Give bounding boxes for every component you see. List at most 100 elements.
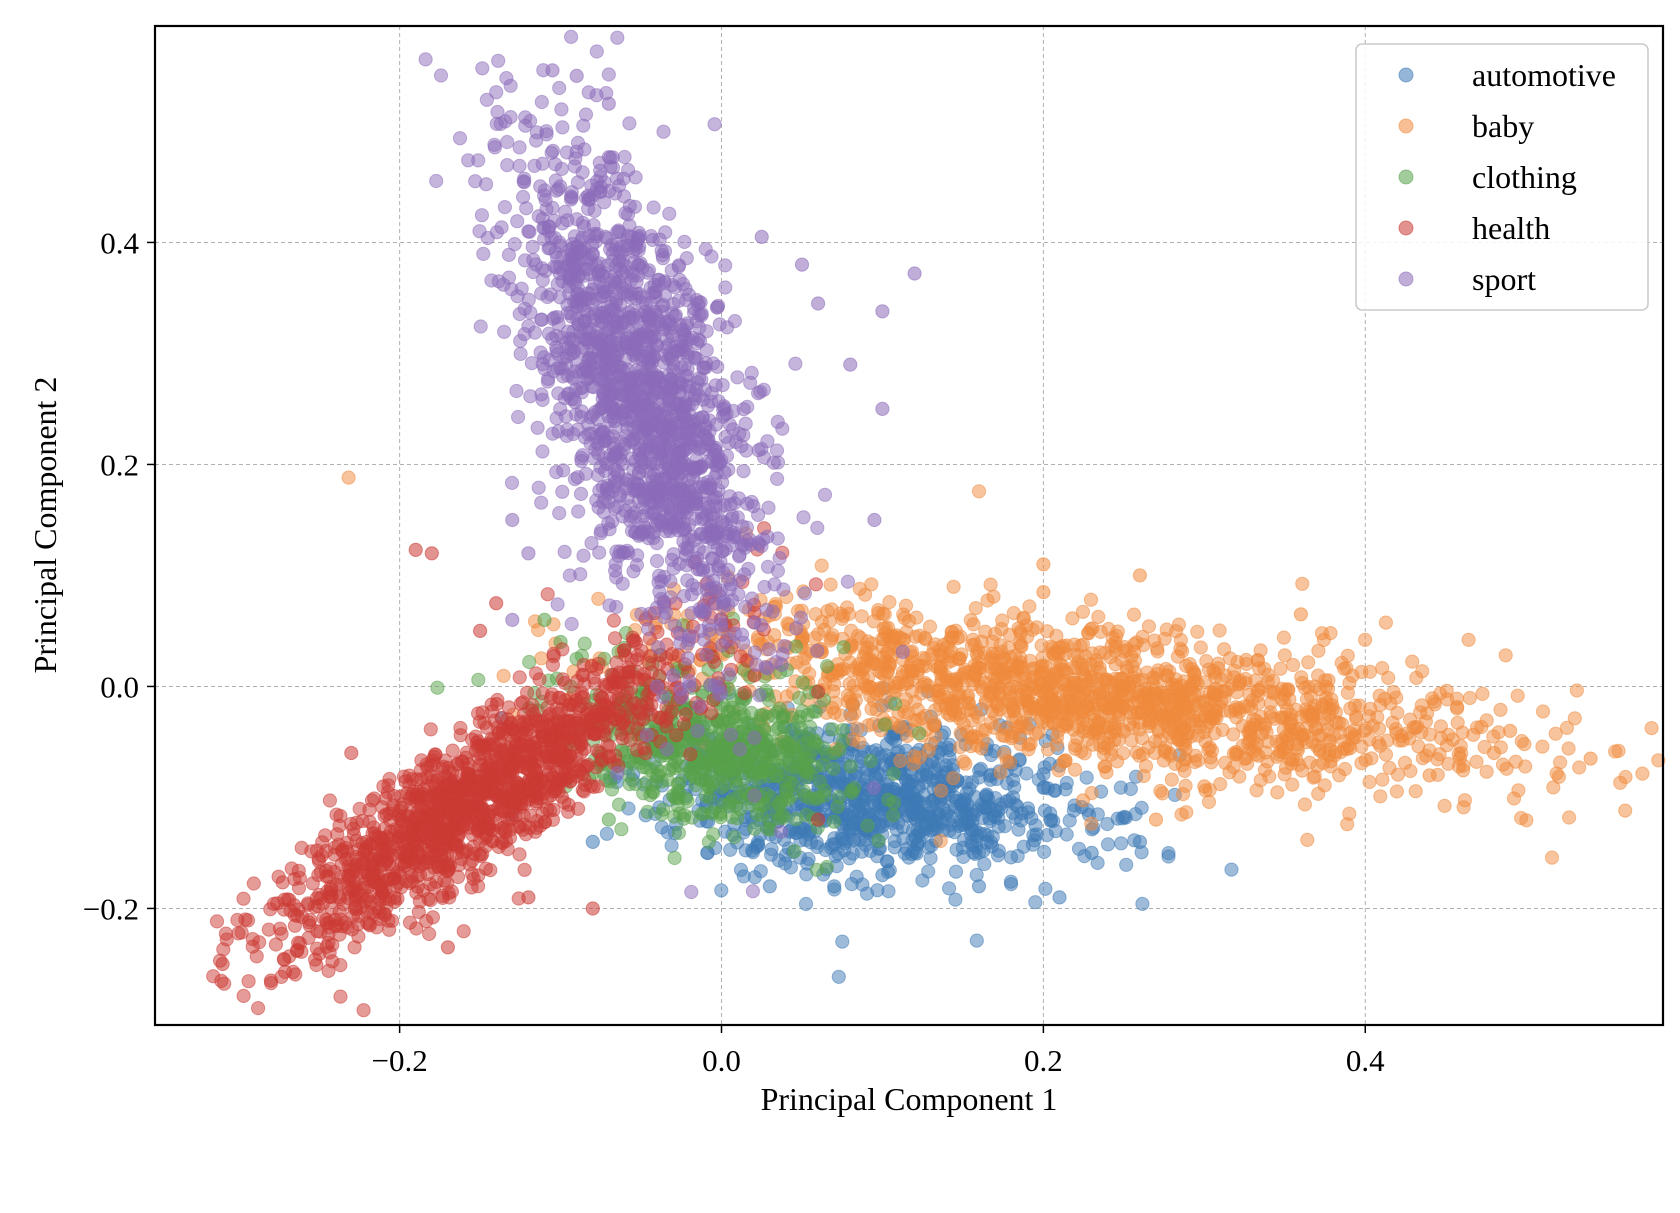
point-health <box>555 790 568 803</box>
point-baby <box>994 766 1007 779</box>
point-baby <box>932 661 945 674</box>
point-baby <box>1240 653 1253 666</box>
point-baby <box>1074 679 1087 692</box>
point-baby <box>1440 684 1453 697</box>
point-health <box>547 716 560 729</box>
point-baby <box>1218 643 1231 656</box>
point-baby <box>851 722 864 735</box>
point-clothing <box>761 710 774 723</box>
point-automotive <box>880 738 893 751</box>
point-health <box>533 673 546 686</box>
point-automotive <box>1136 897 1149 910</box>
point-automotive <box>1135 801 1148 814</box>
point-baby <box>1261 676 1274 689</box>
point-baby <box>1156 787 1169 800</box>
point-baby <box>1500 762 1513 775</box>
point-health <box>608 632 621 645</box>
point-health <box>684 748 697 761</box>
point-baby <box>1386 716 1399 729</box>
point-baby <box>969 602 982 615</box>
point-baby <box>957 755 970 768</box>
point-automotive <box>971 829 984 842</box>
point-baby <box>1175 808 1188 821</box>
point-baby <box>1004 756 1017 769</box>
point-health <box>469 781 482 794</box>
point-clothing <box>889 697 902 710</box>
point-baby <box>1536 740 1549 753</box>
point-baby <box>1423 769 1436 782</box>
point-health <box>583 724 596 737</box>
point-baby <box>1308 770 1321 783</box>
point-baby <box>1198 780 1211 793</box>
point-health <box>252 1002 265 1015</box>
point-clothing <box>472 673 485 686</box>
point-clothing <box>828 746 841 759</box>
point-health <box>410 922 423 935</box>
point-baby <box>812 628 825 641</box>
point-baby <box>1355 757 1368 770</box>
point-baby <box>988 678 1001 691</box>
point-sport <box>719 259 732 272</box>
point-health <box>631 744 644 757</box>
point-baby <box>1458 794 1471 807</box>
point-baby <box>1082 626 1095 639</box>
point-health <box>304 913 317 926</box>
point-automotive <box>1015 814 1028 827</box>
point-health <box>593 690 606 703</box>
point-baby <box>1152 723 1165 736</box>
point-automotive <box>888 835 901 848</box>
point-baby <box>1133 569 1146 582</box>
point-health <box>339 841 352 854</box>
point-health <box>457 925 470 938</box>
point-baby <box>1117 747 1130 760</box>
point-baby <box>1636 767 1649 780</box>
point-health <box>529 778 542 791</box>
point-baby <box>1296 764 1309 777</box>
point-baby <box>1487 746 1500 759</box>
point-automotive <box>1007 774 1020 787</box>
point-clothing <box>783 776 796 789</box>
point-health <box>463 821 476 834</box>
point-health <box>408 856 421 869</box>
point-baby <box>1080 718 1093 731</box>
point-health <box>677 718 690 731</box>
point-health <box>382 846 395 859</box>
point-baby <box>1374 790 1387 803</box>
point-health <box>544 692 557 705</box>
point-clothing <box>750 808 763 821</box>
point-health <box>356 814 369 827</box>
point-baby <box>1376 662 1389 675</box>
point-baby <box>342 471 355 484</box>
point-baby <box>996 614 1009 627</box>
point-health <box>279 965 292 978</box>
point-automotive <box>799 897 812 910</box>
point-baby <box>1242 726 1255 739</box>
point-automotive <box>970 934 983 947</box>
point-health <box>413 868 426 881</box>
point-baby <box>1341 649 1354 662</box>
point-baby <box>1438 799 1451 812</box>
point-baby <box>1137 769 1150 782</box>
point-baby <box>906 664 919 677</box>
point-baby <box>1645 722 1658 735</box>
point-health <box>323 794 336 807</box>
point-automotive <box>903 776 916 789</box>
point-health <box>357 1004 370 1017</box>
point-baby <box>1169 708 1182 721</box>
point-baby <box>1319 691 1332 704</box>
point-baby <box>1451 716 1464 729</box>
point-health <box>480 829 493 842</box>
point-health <box>607 614 620 627</box>
point-automotive <box>845 878 858 891</box>
point-health <box>309 953 322 966</box>
point-baby <box>1278 768 1291 781</box>
point-baby <box>932 684 945 697</box>
point-health <box>219 927 232 940</box>
point-automotive <box>896 821 909 834</box>
point-automotive <box>655 821 668 834</box>
point-baby <box>1127 608 1140 621</box>
point-baby <box>824 578 837 591</box>
point-clothing <box>668 851 681 864</box>
point-clothing <box>764 735 777 748</box>
